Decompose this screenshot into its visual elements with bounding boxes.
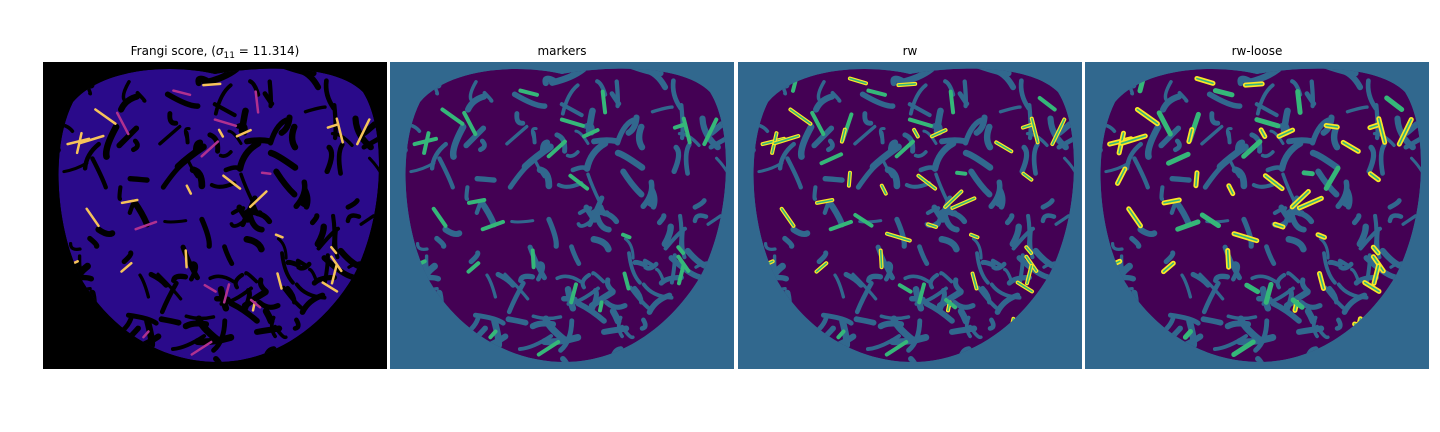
markers-image (390, 62, 734, 369)
panel-title-rw-loose: rw-loose (1231, 44, 1283, 58)
frangi-score-image (43, 62, 387, 369)
title-subscript: 11 (223, 51, 235, 61)
panel-title-frangi: Frangi score, (σ11 = 11.314) (43, 44, 387, 63)
tissue-region (405, 68, 727, 362)
rw-loose-image (1085, 62, 1429, 369)
title-sigma: σ (215, 44, 224, 58)
panel-title-rw: rw (902, 44, 918, 58)
panel-frangi-image (43, 62, 387, 369)
panel-title-markers: markers (537, 44, 587, 58)
panel-rw-loose-image (1085, 62, 1429, 369)
title-suffix: = 11.314) (234, 44, 300, 58)
rw-image (738, 62, 1082, 369)
tissue-region (1100, 68, 1422, 362)
panel-markers-image (390, 62, 734, 369)
title-prefix: Frangi score, ( (130, 44, 216, 58)
panel-rw-image (738, 62, 1082, 369)
